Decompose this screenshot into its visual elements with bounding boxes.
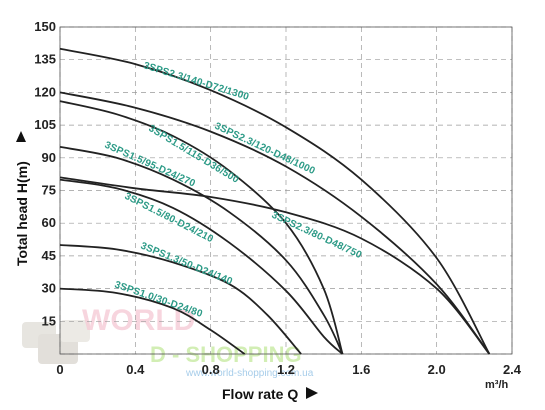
pump-curves bbox=[59, 47, 491, 355]
pump-curve-line bbox=[59, 91, 491, 355]
y-tick-label: 135 bbox=[34, 52, 56, 67]
y-tick-label: 45 bbox=[42, 248, 56, 263]
y-tick-label: 90 bbox=[42, 150, 56, 165]
curve-label: 3SPS1.5/80-D24/210 bbox=[123, 191, 216, 245]
curve-label: 3SPS1.3/50-D24/140 bbox=[139, 241, 234, 288]
grid bbox=[59, 26, 513, 355]
x-tick-label: 1.2 bbox=[277, 362, 295, 377]
watermark-logo: WORLD bbox=[22, 304, 195, 364]
y-tick-label: 105 bbox=[34, 117, 56, 132]
x-tick-label: 2.4 bbox=[503, 362, 522, 377]
watermark-text: D - SHOPPING bbox=[150, 342, 302, 367]
curve-label: 3SPS2.3/80-D48/750 bbox=[270, 210, 364, 262]
pump-curve-line bbox=[59, 176, 491, 355]
y-tick-label: 150 bbox=[34, 19, 56, 34]
y-tick-label: 75 bbox=[42, 183, 56, 198]
pump-curve-line bbox=[59, 287, 246, 355]
x-axis-unit: m³/h bbox=[485, 379, 509, 391]
y-tick-label: 120 bbox=[34, 84, 56, 99]
y-tick-label: 30 bbox=[42, 281, 56, 296]
y-axis-title-group: Total head H(m) bbox=[14, 131, 30, 266]
x-tick-label: 0.4 bbox=[126, 362, 145, 377]
y-axis-tick-labels: 15 30 45 60 75 90 105 120 135 150 bbox=[34, 19, 56, 328]
plot-frame bbox=[59, 26, 513, 355]
pump-curve-line bbox=[59, 178, 344, 355]
watermark-subtext: www.world-shopping.com.ua bbox=[185, 368, 314, 379]
watermark: WORLD D - SHOPPING www.world-shopping.co… bbox=[22, 304, 314, 379]
x-axis-title-group: Flow rate Q bbox=[222, 386, 318, 402]
pump-curve-line bbox=[59, 100, 344, 355]
x-axis-title: Flow rate Q bbox=[222, 386, 298, 402]
x-tick-label: 0 bbox=[56, 362, 63, 377]
plot-border bbox=[59, 26, 513, 355]
x-tick-label: 0.8 bbox=[202, 362, 220, 377]
pump-curve-line bbox=[59, 47, 491, 355]
y-axis-title: Total head H(m) bbox=[14, 161, 30, 266]
x-tick-label: 2.0 bbox=[428, 362, 446, 377]
x-axis-arrow-icon bbox=[306, 387, 318, 399]
y-axis-arrow-icon bbox=[16, 131, 26, 142]
pump-curve-line bbox=[59, 146, 344, 355]
pump-curve-line bbox=[59, 244, 302, 355]
y-tick-label: 60 bbox=[42, 215, 56, 230]
x-axis-tick-labels: 0 0.4 0.8 1.2 1.6 2.0 2.4 bbox=[56, 362, 521, 377]
curve-label: 3SPS2.3/140-D72/1300 bbox=[142, 60, 250, 103]
y-tick-label: 15 bbox=[42, 313, 56, 328]
x-tick-label: 1.6 bbox=[352, 362, 370, 377]
